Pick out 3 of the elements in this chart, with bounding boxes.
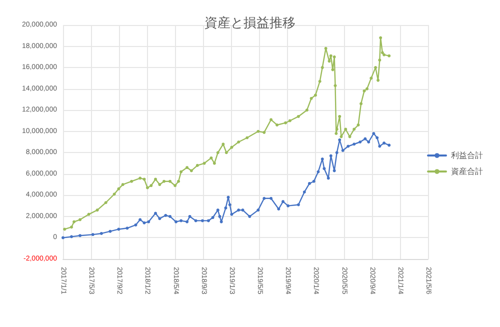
legend-label: 利益合計	[451, 151, 483, 160]
chart-title: 資産と損益推移	[204, 15, 296, 31]
legend-label: 資産合計	[451, 167, 483, 176]
